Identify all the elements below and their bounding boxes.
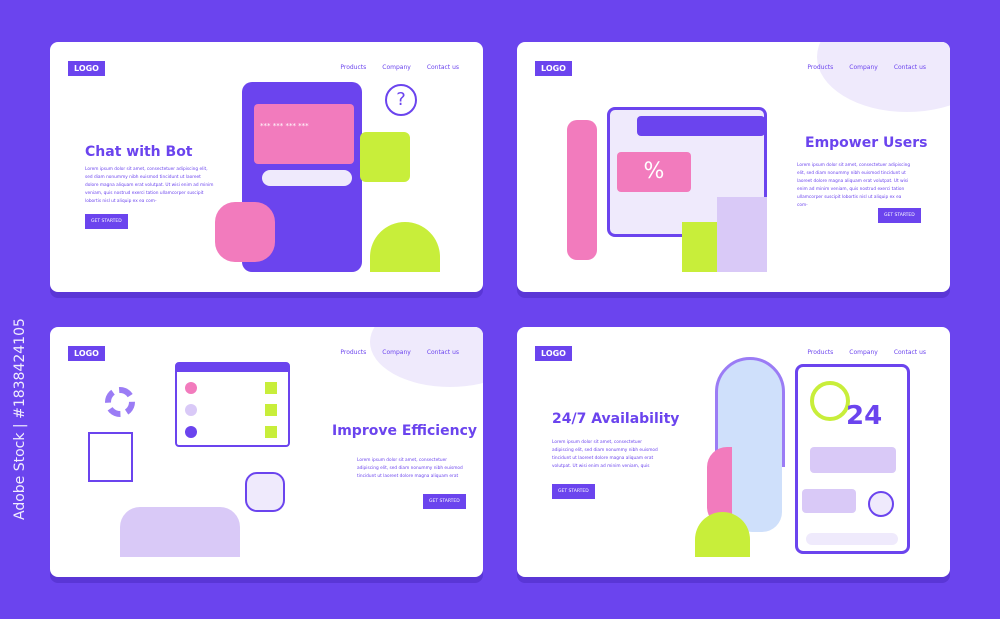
checkbox-icon bbox=[265, 382, 277, 394]
password-field: *** *** *** *** bbox=[260, 122, 309, 130]
checkbox-icon bbox=[265, 426, 277, 438]
hours-label: 24 bbox=[846, 401, 883, 431]
get-started-button[interactable]: GET STARTED bbox=[85, 214, 128, 229]
page-title: Improve Efficiency bbox=[332, 423, 477, 439]
robot-icon bbox=[245, 472, 285, 512]
nav-products[interactable]: Products bbox=[340, 349, 367, 356]
nav-menu: Products Company Contact us bbox=[807, 64, 926, 71]
get-started-button[interactable]: GET STARTED bbox=[878, 208, 921, 223]
logo[interactable]: LOGO bbox=[68, 346, 105, 361]
nav-company[interactable]: Company bbox=[382, 349, 411, 356]
gear-icon bbox=[105, 387, 135, 417]
typing-bubble bbox=[802, 489, 856, 513]
nav-products[interactable]: Products bbox=[340, 64, 367, 71]
boxes-illustration bbox=[717, 197, 767, 272]
nav-products[interactable]: Products bbox=[807, 64, 834, 71]
body-text: Lorem ipsum dolor sit amet, consectetuer… bbox=[85, 167, 214, 204]
nav-company[interactable]: Company bbox=[849, 64, 878, 71]
nav-menu: Products Company Contact us bbox=[340, 349, 459, 356]
toolbar-illustration bbox=[637, 116, 765, 136]
landing-card-improve-efficiency: LOGO Products Company Contact us Improve… bbox=[50, 327, 483, 577]
plant-illustration bbox=[695, 512, 750, 557]
person-illustration bbox=[360, 132, 410, 182]
page-title: Chat with Bot bbox=[85, 144, 193, 160]
landing-card-24-7-availability: LOGO Products Company Contact us 24/7 Av… bbox=[517, 327, 950, 577]
logo[interactable]: LOGO bbox=[535, 61, 572, 76]
checkbox-icon bbox=[265, 404, 277, 416]
chat-bubble bbox=[810, 447, 896, 473]
robot-icon bbox=[868, 491, 894, 517]
landing-card-chat-with-bot: LOGO Products Company Contact us Chat wi… bbox=[50, 42, 483, 292]
landing-card-empower-users: LOGO Products Company Contact us Empower… bbox=[517, 42, 950, 292]
clock-icon bbox=[810, 381, 850, 421]
chart-icon bbox=[88, 432, 133, 482]
page-title: 24/7 Availability bbox=[552, 411, 680, 427]
message-input bbox=[806, 533, 898, 545]
woman-illustration bbox=[732, 422, 782, 532]
logo[interactable]: LOGO bbox=[68, 61, 105, 76]
body-text: Lorem ipsum dolor sit amet, consectetuer… bbox=[797, 163, 911, 208]
logo[interactable]: LOGO bbox=[535, 346, 572, 361]
nav-menu: Products Company Contact us bbox=[807, 349, 926, 356]
page-title: Empower Users bbox=[805, 135, 928, 151]
get-started-button[interactable]: GET STARTED bbox=[423, 494, 466, 509]
plant-illustration bbox=[370, 222, 440, 272]
checklist-illustration bbox=[175, 362, 290, 447]
phone-illustration: 24 bbox=[795, 364, 910, 554]
get-started-button[interactable]: GET STARTED bbox=[552, 484, 595, 499]
woman-illustration bbox=[567, 120, 597, 260]
help-icon: ? bbox=[385, 84, 417, 116]
body-text: Lorem ipsum dolor sit amet, consectetuer… bbox=[552, 440, 658, 469]
nav-contact[interactable]: Contact us bbox=[426, 349, 459, 356]
nav-company[interactable]: Company bbox=[849, 349, 878, 356]
nav-menu: Products Company Contact us bbox=[340, 64, 459, 71]
percent-icon: % bbox=[617, 152, 691, 192]
body-text: Lorem ipsum dolor sit amet, consectetuer… bbox=[357, 458, 463, 479]
nav-products[interactable]: Products bbox=[807, 349, 834, 356]
support-agent-illustration bbox=[120, 507, 240, 557]
person-illustration bbox=[215, 202, 275, 262]
nav-contact[interactable]: Contact us bbox=[426, 64, 459, 71]
nav-company[interactable]: Company bbox=[382, 64, 411, 71]
nav-contact[interactable]: Contact us bbox=[893, 64, 926, 71]
nav-contact[interactable]: Contact us bbox=[893, 349, 926, 356]
watermark-text: Adobe Stock | #1838424105 bbox=[12, 318, 28, 520]
